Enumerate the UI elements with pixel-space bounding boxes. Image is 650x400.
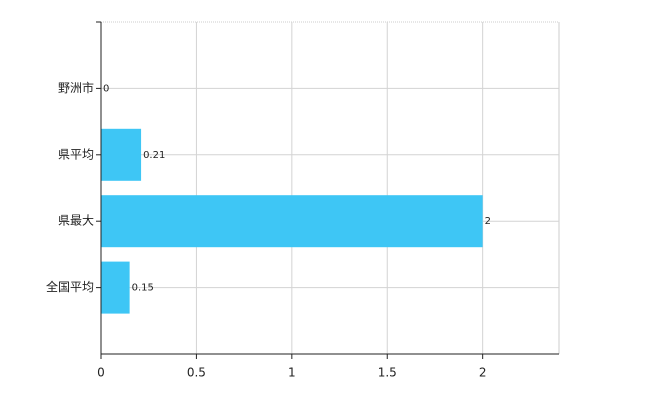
value-label: 0.21 (143, 150, 165, 161)
x-tick-label: 1.5 (378, 366, 397, 380)
y-tick-label: 野洲市 (58, 80, 94, 95)
x-tick-label: 0 (97, 366, 105, 380)
y-tick-label: 県平均 (58, 147, 94, 161)
value-label: 2 (485, 216, 491, 227)
x-tick-label: 1 (288, 366, 296, 380)
value-label: 0 (103, 83, 109, 94)
x-tick-label: 0.5 (187, 366, 206, 380)
bar (101, 195, 483, 248)
y-tick-label: 県最大 (58, 214, 94, 228)
y-tick-label: 全国平均 (46, 279, 94, 294)
x-tick-label: 2 (479, 366, 487, 380)
bar (101, 128, 142, 181)
value-label: 0.15 (132, 283, 154, 294)
bar (101, 261, 130, 314)
